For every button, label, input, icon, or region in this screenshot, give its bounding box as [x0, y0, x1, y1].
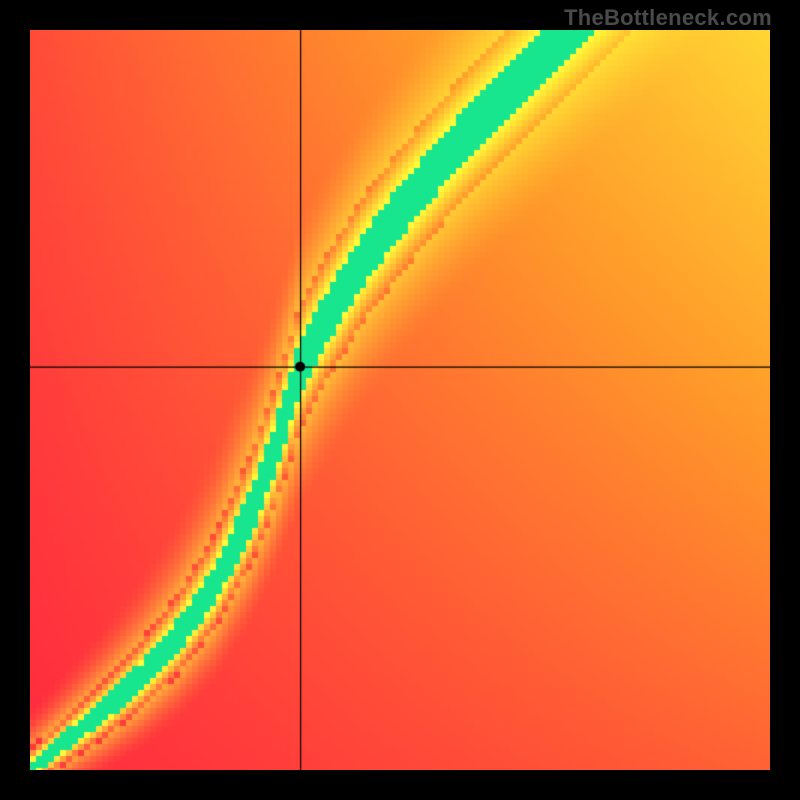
watermark-label: TheBottleneck.com: [564, 5, 772, 31]
heatmap-canvas: [30, 30, 770, 770]
chart-container: TheBottleneck.com: [0, 0, 800, 800]
